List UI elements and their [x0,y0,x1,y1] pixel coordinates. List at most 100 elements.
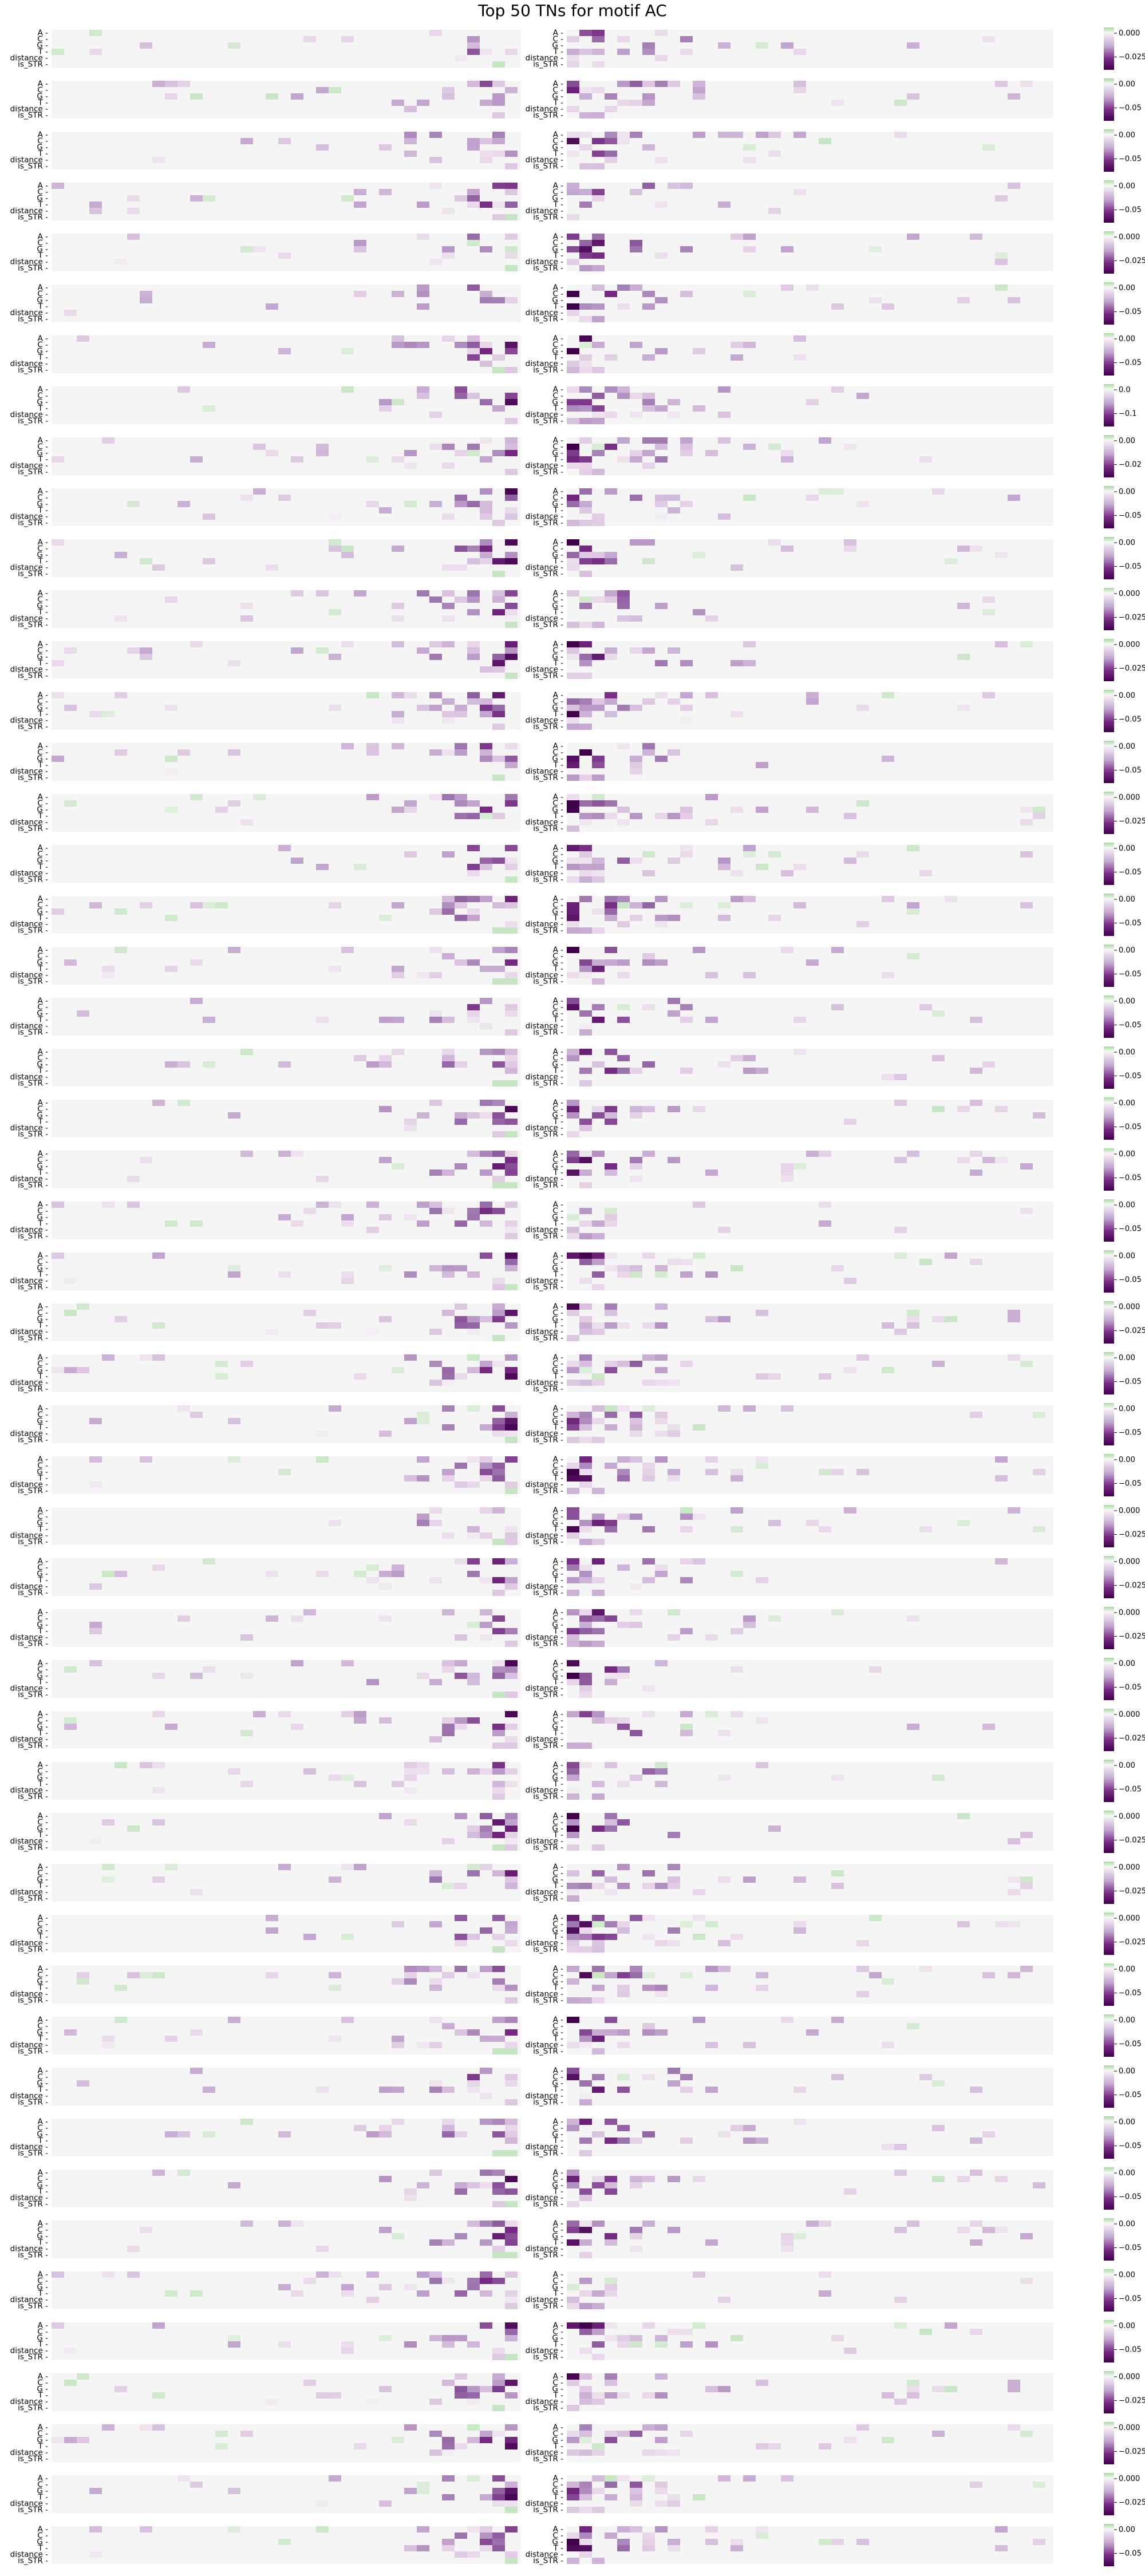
heatmap-cell [492,2036,505,2042]
heatmap-cell [404,2341,417,2348]
heatmap-cell [605,1972,617,1978]
heatmap-cell [1008,1354,1020,1361]
row-tick-label-left: A - [38,793,49,802]
heatmap-cell [278,1214,291,1220]
heatmap-cell [655,756,668,762]
heatmap-cell [505,1997,518,2004]
heatmap-cell [642,399,655,405]
heatmap-cell [190,998,203,1004]
heatmap-cell [492,1049,505,1055]
heatmap-cell [731,1666,743,1673]
heatmap-cell [140,1972,152,1978]
heatmap-cell [417,342,429,348]
heatmap-cell [567,2297,579,2303]
heatmap-cell [617,1004,630,1010]
heatmap-cell [567,921,579,927]
heatmap-cell [505,603,518,609]
heatmap-cell [467,1367,480,1373]
heatmap-cell [567,1934,579,1940]
heatmap-cell [316,647,329,654]
heatmap-cell [492,1666,505,1673]
heatmap-cell [592,1844,605,1851]
heatmap-cell [655,1762,668,1768]
heatmap-cell [655,513,668,520]
heatmap-cell [492,1507,505,1514]
row-tick-label-right: T - [553,2544,564,2553]
heatmap-cell [743,845,756,851]
row-tick-label-left: distance - [10,2499,48,2508]
row-tick-label-left: C - [37,392,48,401]
heatmap-cell [492,571,505,577]
heatmap-cell [579,1220,592,1227]
colorbar [1104,282,1114,325]
heatmap-cell [442,246,455,252]
row-tick-label-left: distance - [10,1480,48,1490]
row-tick-label-right: A - [553,844,564,853]
heatmap-cell [831,1265,844,1271]
heatmap-cell [579,469,592,475]
row-tick-label-right: A - [553,436,564,445]
colorbar-tick-label: 0.00 [1119,80,1135,89]
heatmap-cell [605,2233,617,2239]
heatmap-cell [467,144,480,151]
heatmap-cell [642,1685,655,1692]
heatmap-cell [705,2341,718,2348]
heatmap-cell [505,2252,518,2258]
heatmap-cell [592,412,605,418]
row-tick-label-right: C - [552,239,563,248]
heatmap-cell [617,2074,630,2080]
heatmap-cell [467,450,480,456]
heatmap-cell [467,393,480,399]
heatmap-cell [492,2048,505,2055]
row-tick-label-left: A - [38,2423,49,2432]
row-tick-label-left: is_STR - [18,1028,48,1037]
heatmap-cell [492,978,505,985]
heatmap-cell [480,501,492,507]
row-tick-label-left: C - [37,1614,48,1623]
row-tick-label-right: C - [552,1360,563,1369]
heatmap-cell [605,2119,617,2125]
row-tick-label-left: T - [38,761,49,770]
heatmap-cell [505,246,518,252]
heatmap-cell [480,2526,492,2532]
heatmap-cell [379,2125,392,2131]
colorbar-tick-label: −0.05 [1119,2193,1142,2202]
colorbar-tick-label: 0.00 [1119,539,1135,547]
heatmap-cell [567,2405,579,2411]
heatmap-cell [680,1514,693,1520]
row-tick-label-right: A - [553,2219,564,2229]
heatmap-cell [114,1571,127,1577]
heatmap-cell [102,1819,114,1826]
heatmap-cell [831,1004,844,1010]
heatmap-cell [278,2284,291,2290]
heatmap-cell [492,1743,505,1749]
heatmap-cell [869,1666,882,1673]
heatmap-cell [505,2125,518,2131]
heatmap-cell [705,2526,718,2532]
heatmap-cell [480,2322,492,2329]
heatmap-cell [480,1208,492,1214]
heatmap-cell [605,959,617,966]
heatmap-cell [266,1972,278,1978]
heatmap-cell [605,711,617,717]
heatmap-cell [329,1520,341,1526]
colorbar-tick-label: −0.05 [1119,1480,1142,1488]
row-tick-label-right: is_STR - [533,1487,563,1496]
heatmap-cell [316,450,329,456]
heatmap-cell [505,183,518,189]
heatmap-cell [240,1634,253,1641]
heatmap-cell [505,921,518,927]
heatmap-cell [655,2482,668,2488]
heatmap-cell [480,1170,492,1176]
heatmap-cell [505,1660,518,1666]
heatmap-cell [605,902,617,908]
colorbar-tick-label: 0.000 [1119,1507,1140,1515]
heatmap-cell [341,743,354,749]
row-tick-label-left: T - [38,1016,49,1025]
colorbar-tick-label: −0.05 [1119,563,1142,571]
row-tick-label-right: A - [553,742,564,751]
heatmap-cell [442,794,455,800]
heatmap-cell [668,1940,680,1946]
row-tick-label-left: G - [37,754,48,764]
heatmap-cell [480,1367,492,1373]
